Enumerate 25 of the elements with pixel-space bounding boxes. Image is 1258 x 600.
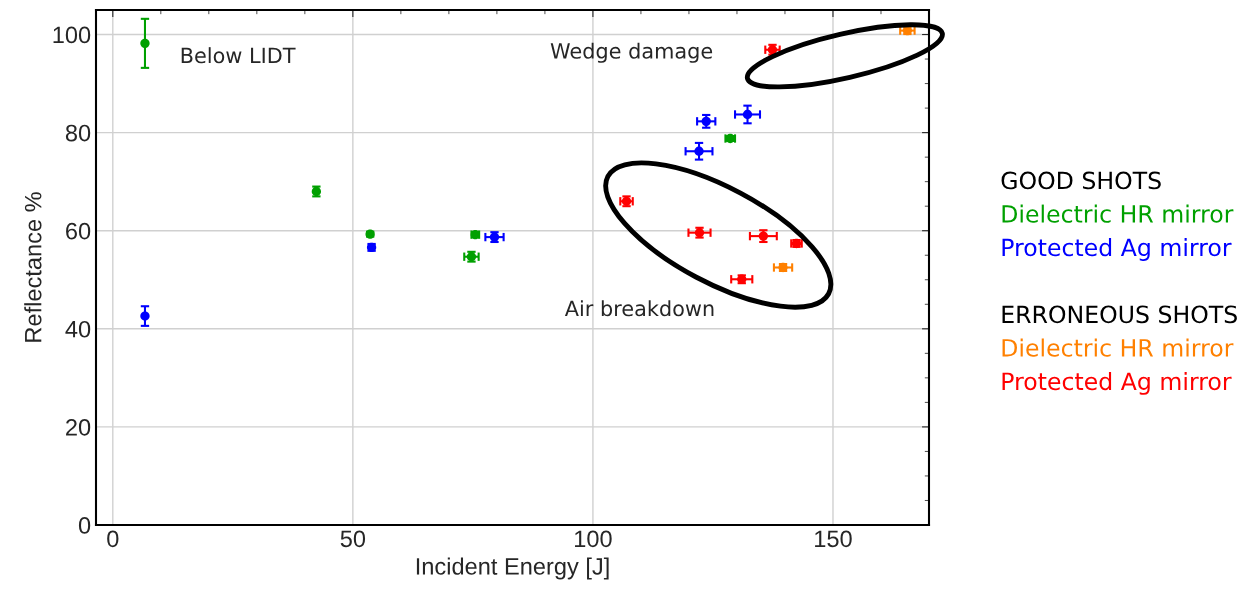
x-tick-label: 0 [107,530,119,548]
text: Dielectric HR mirror [1002,338,1234,357]
y-tick-label: 80 [65,124,91,142]
text: Dielectric HR mirror [1002,204,1234,223]
point [742,109,753,120]
x-tick-label: 150 [815,530,852,548]
y-tick-label: 40 [65,320,91,338]
point [140,311,150,321]
y-tick-label: 60 [66,222,91,240]
text: ERRONEOUS SHOTS [1002,305,1237,324]
annotation: Below LIDT [181,47,296,64]
y-axis-title: Reflectance % [24,192,42,342]
annotation: Wedge damage [550,42,713,63]
point [694,146,704,156]
y-tick-label: 0 [78,517,91,534]
x-tick-label: 50 [340,530,366,548]
x-tick-label: 100 [575,530,612,548]
y-tick-label: 100 [53,26,91,44]
text: Protected Ag mirror [1002,371,1232,395]
text: GOOD SHOTS [1001,171,1161,190]
x-axis-title: Incident Energy [J] [416,557,609,580]
annotation: Air breakdown [564,300,714,317]
y-tick-label: 20 [66,418,91,436]
text: Protected Ag mirror [1002,238,1232,261]
point [140,38,150,49]
